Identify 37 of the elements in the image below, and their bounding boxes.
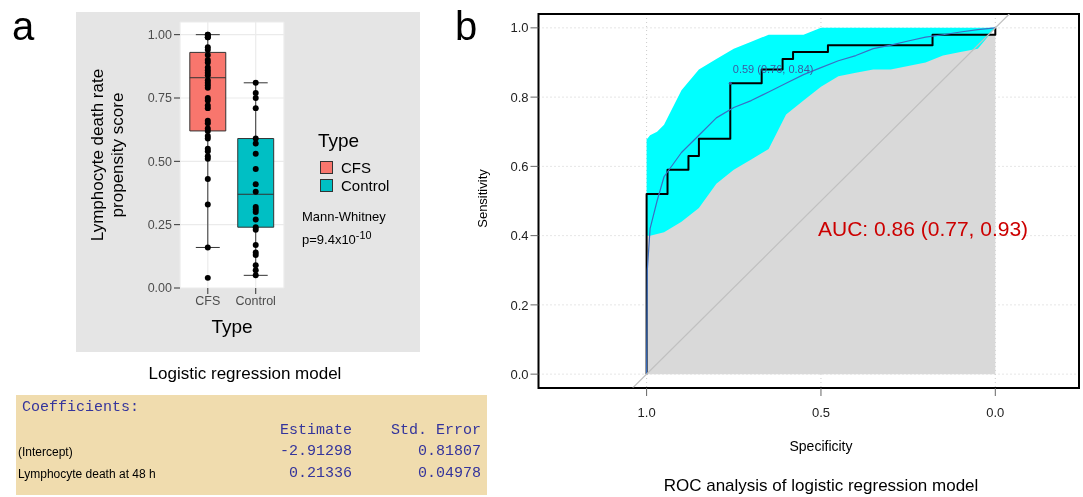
text: Lymphocyte death at 48 h <box>18 467 156 481</box>
legend-label: Control <box>341 176 390 194</box>
x-tick-label: 1.0 <box>637 405 656 421</box>
y-tick-label: 0.2 <box>510 297 529 313</box>
y-tick-label: 0.50 <box>147 154 173 169</box>
text: (Intercept) <box>18 445 73 459</box>
text: 0.81807 <box>417 443 481 460</box>
x-axis-title: Specificity <box>788 438 854 454</box>
text: Std. Error <box>390 422 481 439</box>
y-tick-label: 0.75 <box>147 91 173 106</box>
text: 0.21336 <box>288 465 352 482</box>
annotation: AUC: 0.86 (0.77, 0.93) <box>818 217 1029 241</box>
text: Coefficients: <box>22 399 140 416</box>
y-tick-label: 0.00 <box>147 281 173 296</box>
text: b <box>455 4 478 49</box>
text: Logistic regression model <box>147 364 343 384</box>
text: ROC analysis of logistic regression model <box>662 476 980 496</box>
y-tick-label: 0.0 <box>510 366 529 382</box>
x-tick-label: 0.0 <box>986 405 1005 421</box>
x-axis-title: Type <box>210 316 254 338</box>
y-tick-label: 0.6 <box>510 158 529 174</box>
y-tick-label: 1.00 <box>147 28 173 43</box>
text: p=9.4x10$^{-10}$ <box>302 229 372 248</box>
y-tick-label: 0.25 <box>147 218 173 233</box>
text: a <box>12 4 35 49</box>
legend-title: Type <box>318 130 361 152</box>
legend-label: CFS <box>341 158 371 176</box>
x-tick-label: 0.5 <box>811 405 830 421</box>
y-tick-label: 0.4 <box>510 228 529 244</box>
text: -2.91298 <box>279 443 352 460</box>
y-axis-title: Lymphocyte death rate propensity score <box>88 67 128 244</box>
text: Mann-Whitney <box>302 209 386 224</box>
text: Estimate <box>279 422 352 439</box>
y-tick-label: 1.0 <box>510 20 529 36</box>
y-axis-title: Sensitivity <box>474 168 490 230</box>
text: 0.04978 <box>417 465 481 482</box>
y-tick-label: 0.8 <box>510 89 529 105</box>
